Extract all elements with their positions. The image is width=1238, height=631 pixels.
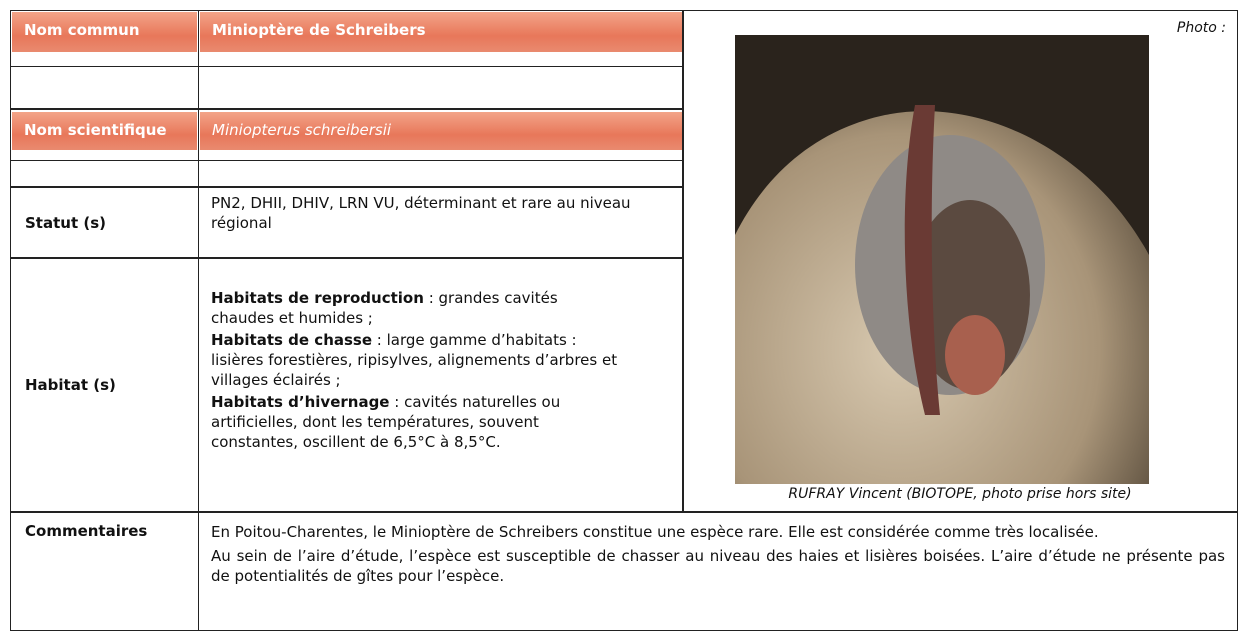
scientific-name-label: Nom scientifique [12,112,197,150]
photo-label: Photo : [1176,20,1226,36]
habitat-text: : large gamme d’habitats : lisières fore… [211,331,618,389]
scientific-name-value: Miniopterus schreibersii [200,112,682,150]
habitat-text: : cavités naturelles ou artificielles, d… [211,393,561,451]
photo [735,35,1149,484]
habitat-label: Habitat (s) [10,257,199,513]
comments-value: En Poitou-Charentes, le Minioptère de Sc… [198,511,1238,631]
blank-row [10,66,684,110]
photo-credit: RUFRAY Vincent (BIOTOPE, photo prise hor… [788,486,1132,502]
blank-cell [10,160,199,188]
comments-label: Commentaires [10,511,199,631]
comment-paragraph: En Poitou-Charentes, le Minioptère de Sc… [211,523,1099,541]
habitat-value: Habitats de reproduction : grandes cavit… [198,257,684,513]
habitat-item: Habitats d’hivernage : cavités naturelle… [211,392,623,452]
common-name-label: Nom commun [12,12,197,52]
status-label: Statut (s) [10,186,199,259]
common-name-value: Minioptère de Schreibers [200,12,682,52]
blank-cell [198,160,684,188]
habitat-item: Habitats de chasse : large gamme d’habit… [211,330,623,390]
habitat-term: Habitats de reproduction [211,289,424,307]
habitat-text: : grandes cavités chaudes et humides ; [211,289,558,327]
status-value: PN2, DHII, DHIV, LRN VU, déterminant et … [198,186,684,259]
habitat-term: Habitats d’hivernage [211,393,390,411]
comment-paragraph: Au sein de l’aire d’étude, l’espèce est … [211,547,1225,585]
habitat-term: Habitats de chasse [211,331,373,349]
habitat-item: Habitats de reproduction : grandes cavit… [211,288,623,328]
